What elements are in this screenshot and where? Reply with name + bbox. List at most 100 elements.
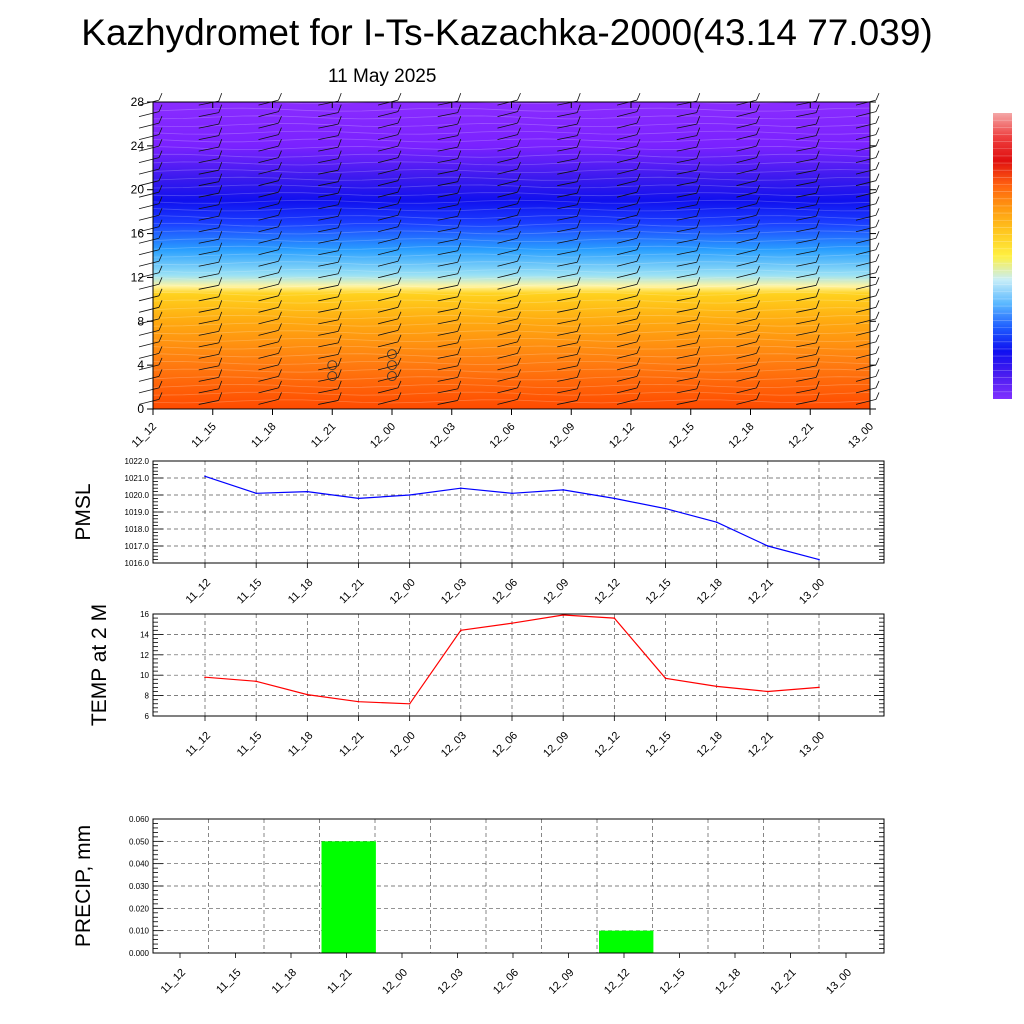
wind-barb <box>497 145 518 152</box>
wind-barb-flag <box>756 380 760 389</box>
x-tick-label: 11_18 <box>286 730 316 760</box>
wind-barb-flag <box>337 208 342 217</box>
x-tick-label: 11_12 <box>184 730 214 760</box>
wind-barb <box>138 352 160 359</box>
wind-barb <box>497 99 518 106</box>
wind-barb <box>616 203 638 210</box>
wind-barb <box>616 352 638 359</box>
y-tick-label: 0.020 <box>129 904 150 913</box>
wind-barb <box>437 319 458 325</box>
series-point <box>664 507 667 510</box>
wind-barb-flag <box>756 104 760 112</box>
contour-line <box>152 115 871 120</box>
wind-barb-flag <box>457 185 462 194</box>
wind-barb <box>138 168 160 175</box>
x-tick-label: 11_15 <box>235 730 265 760</box>
wind-barb-flag <box>397 196 402 204</box>
wind-barb-flag <box>457 92 462 102</box>
wind-barb <box>736 145 757 152</box>
wind-barb-flag <box>158 277 163 285</box>
wind-barb-flag <box>337 219 342 228</box>
wind-barb-flag <box>756 265 760 273</box>
wind-barb <box>258 180 279 187</box>
wind-barb-flag <box>517 208 521 216</box>
wind-barb <box>258 376 279 382</box>
wind-barb <box>736 376 757 382</box>
wind-barb <box>676 238 697 244</box>
wind-barb <box>736 157 757 164</box>
wind-barb <box>198 135 219 141</box>
wind-barb-flag <box>696 104 701 113</box>
wind-barb <box>138 249 160 256</box>
wind-barb <box>497 122 518 129</box>
x-tick-label: 12_21 <box>769 967 799 997</box>
wind-barb-flag <box>337 392 342 401</box>
wind-barb <box>198 192 219 198</box>
wind-barb-flag <box>696 288 701 297</box>
wind-barb <box>855 134 877 141</box>
wind-barb <box>258 295 279 302</box>
x-tick-label: 12_21 <box>746 577 776 607</box>
wind-barb-flag <box>517 150 521 158</box>
wind-barb <box>616 157 638 164</box>
wind-barb-flag <box>337 185 342 194</box>
wind-barb-flag <box>696 300 701 309</box>
wind-barb-flag <box>158 242 163 250</box>
wind-barb <box>616 122 638 129</box>
x-tick-label: 11_12 <box>184 577 214 607</box>
wind-barb <box>497 226 518 233</box>
wind-barb <box>676 181 697 187</box>
wind-barb-flag <box>397 311 402 319</box>
wind-barb <box>258 283 279 290</box>
wind-barb <box>736 306 757 313</box>
wind-barb <box>138 260 160 267</box>
y-axis-label: TEMP at 2 M <box>88 604 111 726</box>
wind-barb-flag <box>517 162 521 170</box>
wind-barb-flag <box>696 346 701 355</box>
wind-barb-flag <box>576 334 581 343</box>
wind-barb-flag <box>517 196 521 204</box>
y-tick-label: 0.010 <box>129 927 150 936</box>
wind-barb <box>676 284 697 290</box>
wind-barb-flag <box>397 288 402 296</box>
wind-barb <box>557 388 578 394</box>
wind-barb <box>437 215 458 221</box>
wind-barb <box>736 364 757 371</box>
wind-barb-flag <box>815 277 820 286</box>
wind-barb <box>736 272 757 279</box>
wind-barb-flag <box>696 196 701 205</box>
wind-barb <box>138 272 160 279</box>
wind-barb <box>497 295 518 302</box>
wind-barb-flag <box>337 242 342 251</box>
wind-barb-flag <box>517 138 521 147</box>
wind-barb <box>736 180 757 187</box>
wind-barb <box>497 249 518 256</box>
wind-barb-flag <box>397 173 402 181</box>
wind-barb <box>497 387 518 394</box>
wind-barb-flag <box>397 162 402 170</box>
wind-barb-flag <box>517 334 521 343</box>
wind-barb <box>437 330 458 336</box>
wind-barb <box>318 284 339 290</box>
wind-barb-flag <box>756 92 760 101</box>
wind-barb-flag <box>636 127 641 135</box>
wind-barb-flag <box>636 138 641 147</box>
series-point <box>562 489 564 491</box>
wind-barb-flag <box>457 104 462 113</box>
weather-marker <box>387 349 397 360</box>
wind-barb <box>377 341 399 348</box>
x-tick-label: 11_15 <box>189 421 219 451</box>
wind-barb-flag <box>278 127 282 135</box>
wind-barb-flag <box>636 357 641 366</box>
wind-barb <box>437 123 458 129</box>
wind-barb <box>676 365 697 371</box>
wind-barb <box>198 307 219 313</box>
wind-barb <box>676 353 697 359</box>
wind-barb <box>736 387 757 394</box>
wind-barb <box>198 261 219 267</box>
wind-barb-flag <box>158 265 163 273</box>
wind-barb <box>557 204 578 210</box>
wind-barb-flag <box>756 334 760 343</box>
wind-barb-flag <box>756 138 760 147</box>
wind-barb-flag <box>517 173 521 181</box>
